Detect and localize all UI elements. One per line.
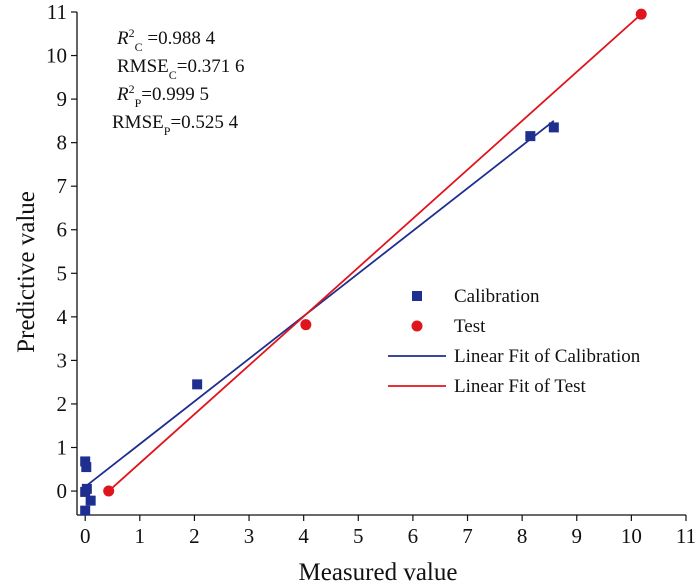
legend: Calibration Test Linear Fit of Calibration… [388,286,641,397]
x-tick-label: 8 [517,524,528,548]
data-point [300,319,312,331]
x-tick-label: 11 [676,524,696,548]
axes [76,12,686,516]
annotation-value: =0.525 4 [170,112,238,133]
legend-marker [412,291,422,301]
data-point [85,495,96,506]
annotation-line: R2C =0.988 4 [116,26,216,54]
fit-lines [84,13,642,492]
legend-label: Calibration [454,286,540,307]
y-tick-label: 2 [57,392,68,416]
annotation-superscript: 2 [129,82,135,96]
data-point [103,485,115,497]
data-point [81,483,92,494]
annotation-value: =0.371 6 [177,56,245,77]
x-tick-label: 2 [189,524,200,548]
annotation-line: RMSEC=0.371 6 [117,56,244,82]
data-point [635,8,647,20]
y-tick-label: 6 [57,218,68,242]
annotation-symbol: R [116,28,129,49]
annotation-value: =0.988 4 [143,28,216,49]
data-point [192,379,203,390]
data-points [80,8,647,516]
y-tick-label: 11 [47,0,67,24]
legend-label: Linear Fit of Test [454,376,587,397]
data-point [525,131,536,142]
y-tick-label: 5 [57,261,68,285]
x-tick-label: 4 [298,524,309,548]
x-tick-label: 6 [408,524,419,548]
x-tick-label: 10 [621,524,642,548]
annotation-subscript: P [135,96,142,110]
y-tick-label: 4 [57,305,68,329]
annotation-subscript: C [169,68,177,82]
annotation-line: RMSEP=0.525 4 [112,112,239,138]
y-tick-label: 9 [57,87,68,111]
annotation-subscript: P [164,124,171,138]
annotation-symbol: RMSE [117,56,169,77]
legend-label: Test [454,316,486,337]
y-tick-label: 8 [57,131,68,155]
annotation-subscript: C [135,40,143,54]
data-point [81,462,92,473]
legend-marker [411,320,423,332]
x-tick-label: 7 [462,524,473,548]
annotation-symbol: R [116,84,129,105]
legend-label: Linear Fit of Calibration [454,346,641,367]
x-tick-label: 5 [353,524,364,548]
x-tick-label: 1 [135,524,146,548]
y-tick-label: 3 [57,348,68,372]
y-tick-label: 7 [57,174,68,198]
data-point [80,456,91,467]
data-point [80,505,91,516]
x-tick-label: 9 [572,524,583,548]
x-axis-label: Measured value [299,559,458,586]
x-tick-label: 3 [244,524,255,548]
annotation-line: R2P=0.999 5 [116,82,209,110]
axis-ticks: 0 1 2 3 4 5 6 7 8 9 10 11 0 1 2 3 4 5 6 7 8 9 10 11 [46,0,696,548]
fit-line [108,13,642,492]
annotation-superscript: 2 [129,26,135,40]
y-tick-label: 0 [57,479,68,503]
annotation-value: =0.999 5 [141,84,209,105]
annotation-symbol: RMSE [112,112,164,133]
data-point [548,122,559,133]
y-tick-label: 1 [57,435,68,459]
y-tick-label: 10 [46,44,67,68]
y-axis-label: Predictive value [13,191,40,353]
fit-line [84,120,555,488]
x-tick-label: 0 [80,524,91,548]
